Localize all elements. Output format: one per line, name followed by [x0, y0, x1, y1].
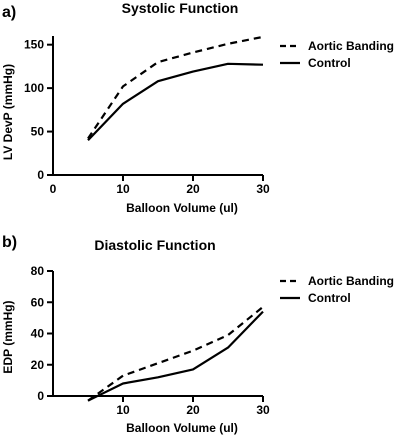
panel-b-legend-label: Control — [308, 291, 351, 305]
panel-a-y-axis-label: LV DevP (mmHg) — [1, 64, 15, 160]
panel-b-title: Diastolic Function — [94, 237, 215, 253]
panel-b-y-tick-label: 60 — [31, 295, 45, 309]
panel-a-x-tick-label: 20 — [186, 182, 200, 196]
panel-a-x-tick-label: 30 — [256, 182, 270, 196]
panel-b-y-tick-label: 80 — [31, 264, 45, 278]
panel-b-legend-label: Aortic Banding — [308, 274, 394, 288]
panel-b-plot: 0 20 40 60 80 10 20 30 Aortic Banding Control — [31, 264, 394, 417]
panel-b-series-aortic-banding — [87, 306, 264, 402]
panel-a-y-tick-label: 0 — [37, 168, 44, 182]
panel-a: a) Systolic Function LV DevP (mmHg) Ball… — [1, 0, 394, 215]
panel-a-legend-label: Control — [308, 56, 351, 70]
panel-b-y-tick-label: 0 — [37, 389, 44, 403]
panel-b-y-axis-label: EDP (mmHg) — [1, 300, 15, 373]
panel-b: b) Diastolic Function EDP (mmHg) Balloon… — [1, 234, 394, 435]
panel-a-x-axis-label: Balloon Volume (ul) — [126, 201, 238, 215]
panel-a-y-tick-label: 150 — [24, 38, 44, 52]
panel-b-y-tick-label: 40 — [31, 327, 45, 341]
panel-a-letter: a) — [2, 4, 16, 21]
panel-b-series-control — [87, 310, 264, 402]
panel-a-x-tick-label: 10 — [116, 182, 130, 196]
panel-a-title: Systolic Function — [122, 0, 239, 16]
panel-b-x-tick-label: 20 — [186, 403, 200, 417]
panel-a-legend-label: Aortic Banding — [308, 39, 394, 53]
panel-a-y-tick-label: 100 — [24, 81, 44, 95]
panel-b-x-tick-label: 10 — [116, 403, 130, 417]
panel-a-plot: 0 50 100 150 0 10 20 30 Aortic Banding Control — [24, 35, 394, 196]
panel-b-x-axis-label: Balloon Volume (ul) — [126, 421, 238, 435]
panel-a-series-control — [87, 62, 264, 142]
panel-b-letter: b) — [2, 234, 17, 251]
panel-b-y-tick-label: 20 — [31, 358, 45, 372]
panel-a-series-aortic-banding — [87, 35, 264, 140]
panel-a-x-tick-label: 0 — [50, 182, 57, 196]
panel-a-y-tick-label: 50 — [31, 125, 45, 139]
panel-b-x-tick-label: 30 — [256, 403, 270, 417]
